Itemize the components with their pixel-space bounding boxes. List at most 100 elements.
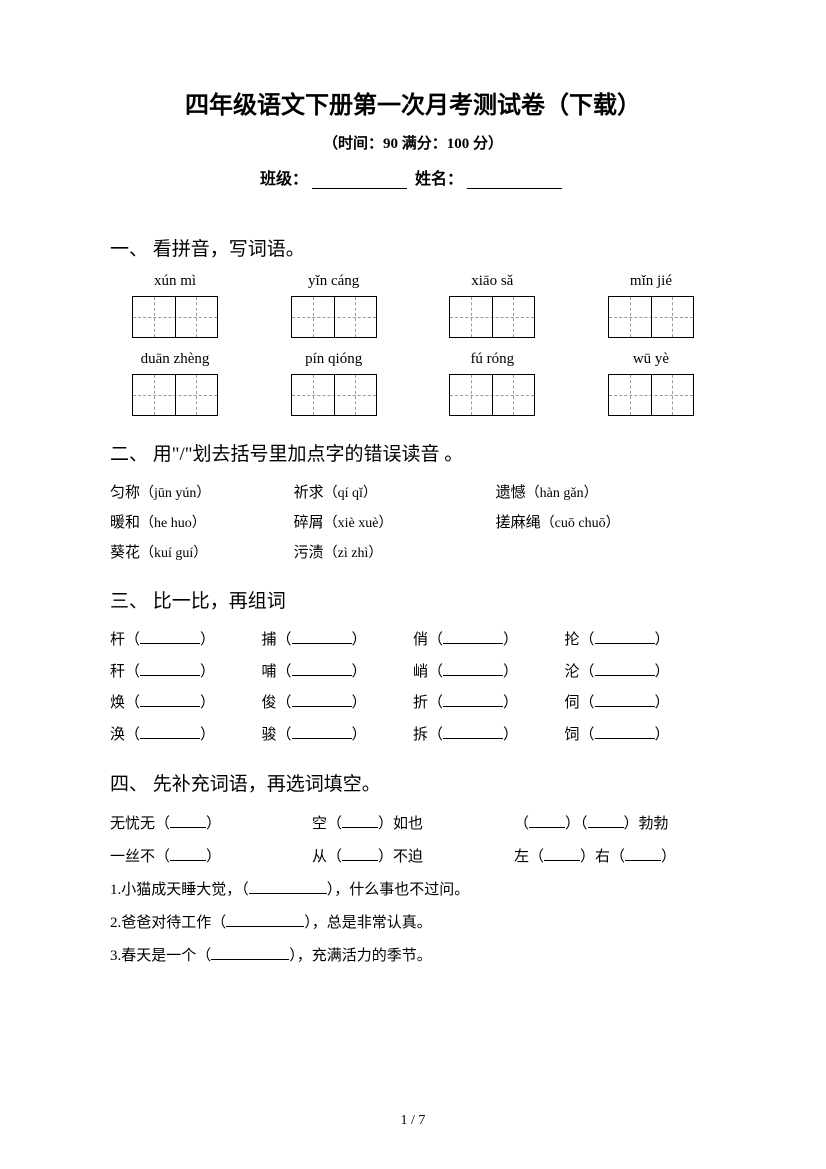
name-blank[interactable] [467, 188, 562, 189]
section4-body: 无忧无（） 空（）如也 （）（）勃勃 一丝不（） 从（）不迫 左（）右（） 1.… [110, 808, 716, 973]
q3-item: 捕（） [262, 625, 414, 657]
pinyin-label: yǐn cáng [269, 273, 399, 290]
class-blank[interactable] [312, 188, 407, 189]
q3-item: 焕（） [110, 688, 262, 720]
page-footer: 1 / 7 [0, 1113, 826, 1129]
q4-sentence: 3.春天是一个（），充满活力的季节。 [110, 940, 716, 973]
q3-row: 涣（） 骏（） 拆（） 饲（） [110, 720, 716, 752]
pinyin-item: xún mì [110, 273, 240, 343]
fill-blank[interactable] [292, 738, 352, 739]
q3-row: 杆（） 捕（） 俏（） 抡（） [110, 625, 716, 657]
pinyin-item: mǐn jié [586, 273, 716, 343]
fill-blank[interactable] [292, 675, 352, 676]
q3-item: 拆（） [413, 720, 565, 752]
pinyin-item: wū yè [586, 351, 716, 421]
fill-blank[interactable] [544, 860, 580, 861]
pinyin-label: mǐn jié [586, 273, 716, 290]
fill-blank[interactable] [140, 706, 200, 707]
char-box[interactable] [608, 296, 694, 338]
fill-blank[interactable] [226, 926, 304, 927]
student-info: 班级： 姓名： [110, 165, 716, 189]
fill-blank[interactable] [211, 959, 289, 960]
q2-row: 暖和（he huo） 碎屑（xiè xuè） 搓麻绳（cuō chuō） [110, 508, 716, 538]
q2-item: 葵花（kuí guí） [110, 538, 294, 568]
q3-item: 沦（） [565, 657, 717, 689]
q2-row: 葵花（kuí guí） 污渍（zì zhì） [110, 538, 716, 568]
q4-idiom: （）（）勃勃 [514, 808, 716, 841]
fill-blank[interactable] [625, 860, 661, 861]
q3-item: 折（） [413, 688, 565, 720]
name-label: 姓名： [415, 171, 463, 188]
char-box[interactable] [132, 296, 218, 338]
q4-idiom: 从（）不迫 [312, 841, 514, 874]
pinyin-item: pín qióng [269, 351, 399, 421]
char-box[interactable] [608, 374, 694, 416]
q3-item: 伺（） [565, 688, 717, 720]
fill-blank[interactable] [140, 643, 200, 644]
char-box[interactable] [449, 374, 535, 416]
char-box[interactable] [132, 374, 218, 416]
q4-sentence: 1.小猫成天睡大觉，（），什么事也不过问。 [110, 874, 716, 907]
section2-heading: 二、 用"/"划去括号里加点字的错误读音 。 [110, 439, 716, 466]
q4-idiom-row: 无忧无（） 空（）如也 （）（）勃勃 [110, 808, 716, 841]
fill-blank[interactable] [595, 675, 655, 676]
q4-idiom: 一丝不（） [110, 841, 312, 874]
char-box[interactable] [449, 296, 535, 338]
fill-blank[interactable] [443, 706, 503, 707]
section2-body: 匀称（jūn yún） 祈求（qí qǐ） 遗憾（hàn gǎn） 暖和（he … [110, 478, 716, 568]
section4-heading: 四、 先补充词语，再选词填空。 [110, 769, 716, 796]
char-box[interactable] [291, 296, 377, 338]
fill-blank[interactable] [292, 706, 352, 707]
section3-body: 杆（） 捕（） 俏（） 抡（） 秆（） 哺（） 峭（） 沦（） 焕（） 俊（） … [110, 625, 716, 751]
fill-blank[interactable] [595, 738, 655, 739]
q2-item: 匀称（jūn yún） [110, 478, 294, 508]
q2-item: 遗憾（hàn gǎn） [496, 478, 716, 508]
section3-heading: 三、 比一比，再组词 [110, 586, 716, 613]
fill-blank[interactable] [170, 860, 206, 861]
q4-idiom: 空（）如也 [312, 808, 514, 841]
pinyin-item: duān zhèng [110, 351, 240, 421]
q2-item [496, 538, 716, 568]
char-box[interactable] [291, 374, 377, 416]
fill-blank[interactable] [140, 738, 200, 739]
fill-blank[interactable] [529, 827, 565, 828]
fill-blank[interactable] [443, 675, 503, 676]
q2-item: 搓麻绳（cuō chuō） [496, 508, 716, 538]
q4-sentence: 2.爸爸对待工作（），总是非常认真。 [110, 907, 716, 940]
q2-item: 暖和（he huo） [110, 508, 294, 538]
pinyin-label: pín qióng [269, 351, 399, 368]
q3-item: 饲（） [565, 720, 717, 752]
fill-blank[interactable] [292, 643, 352, 644]
q2-item: 祈求（qí qǐ） [294, 478, 496, 508]
q3-item: 抡（） [565, 625, 717, 657]
q2-item: 碎屑（xiè xuè） [294, 508, 496, 538]
pinyin-label: xiāo sǎ [427, 273, 557, 290]
pinyin-item: yǐn cáng [269, 273, 399, 343]
q4-idiom: 无忧无（） [110, 808, 312, 841]
fill-blank[interactable] [342, 827, 378, 828]
q3-item: 哺（） [262, 657, 414, 689]
fill-blank[interactable] [249, 893, 327, 894]
q2-row: 匀称（jūn yún） 祈求（qí qǐ） 遗憾（hàn gǎn） [110, 478, 716, 508]
fill-blank[interactable] [443, 643, 503, 644]
pinyin-label: fú róng [427, 351, 557, 368]
fill-blank[interactable] [595, 706, 655, 707]
q3-row: 焕（） 俊（） 折（） 伺（） [110, 688, 716, 720]
pinyin-label: xún mì [110, 273, 240, 290]
page-title: 四年级语文下册第一次月考测试卷（下载） [110, 85, 716, 120]
pinyin-label: wū yè [586, 351, 716, 368]
q3-item: 杆（） [110, 625, 262, 657]
q3-item: 骏（） [262, 720, 414, 752]
fill-blank[interactable] [342, 860, 378, 861]
fill-blank[interactable] [588, 827, 624, 828]
q2-item: 污渍（zì zhì） [294, 538, 496, 568]
pinyin-item: xiāo sǎ [427, 273, 557, 343]
fill-blank[interactable] [170, 827, 206, 828]
q3-item: 峭（） [413, 657, 565, 689]
q3-item: 俏（） [413, 625, 565, 657]
subtitle: （时间：90 满分：100 分） [110, 132, 716, 153]
fill-blank[interactable] [140, 675, 200, 676]
fill-blank[interactable] [595, 643, 655, 644]
fill-blank[interactable] [443, 738, 503, 739]
q3-item: 俊（） [262, 688, 414, 720]
